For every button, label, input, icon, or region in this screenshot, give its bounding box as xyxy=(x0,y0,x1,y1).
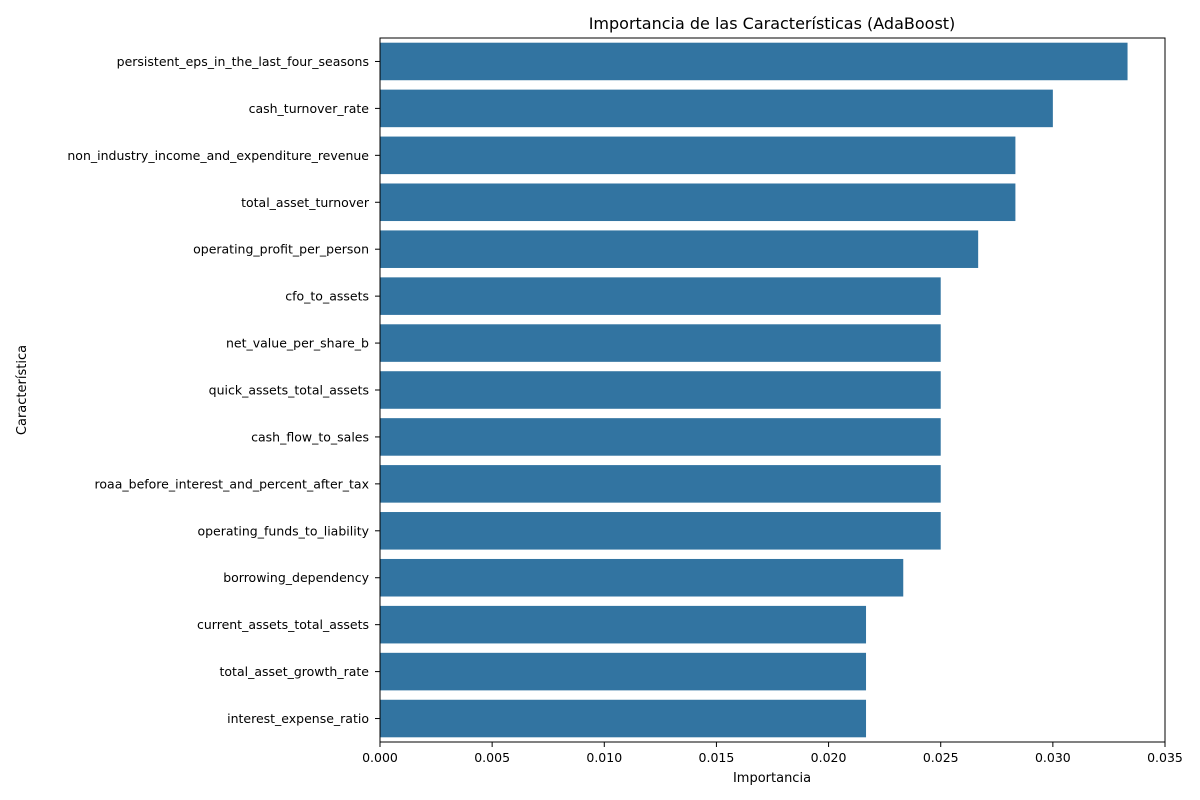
bar xyxy=(380,183,1016,222)
x-axis-label: Importancia xyxy=(733,771,811,786)
y-tick-label: borrowing_dependency xyxy=(223,570,369,585)
x-ticks-group: 0.000 0.005 0.010 0.015 0.020 0.025 0.030 0.035 xyxy=(362,742,1183,765)
bar xyxy=(380,418,941,456)
bar xyxy=(380,371,941,409)
y-tick-label: cash_flow_to_sales xyxy=(251,429,369,444)
y-ticks-group: persistent_eps_in_the_last_four_seasonsc… xyxy=(67,54,380,726)
x-tick-label: 0.015 xyxy=(699,750,735,765)
bar xyxy=(380,558,904,597)
bar xyxy=(380,277,941,315)
y-tick-label: cfo_to_assets xyxy=(285,289,369,304)
bar xyxy=(380,42,1128,81)
bar xyxy=(380,324,941,362)
chart-title: Importancia de las Características (AdaB… xyxy=(589,14,956,33)
y-tick-label: operating_funds_to_liability xyxy=(197,523,369,538)
y-tick-label: non_industry_income_and_expenditure_reve… xyxy=(67,148,369,163)
x-tick-label: 0.035 xyxy=(1147,750,1183,765)
y-axis-label: Característica xyxy=(15,345,30,435)
x-tick-label: 0.010 xyxy=(586,750,622,765)
y-tick-label: total_asset_growth_rate xyxy=(220,664,370,679)
bar xyxy=(380,652,867,691)
x-tick-label: 0.030 xyxy=(1035,750,1071,765)
y-tick-label: current_assets_total_assets xyxy=(197,617,369,632)
plot-frame xyxy=(379,37,1166,743)
y-tick-label: net_value_per_share_b xyxy=(226,336,369,351)
bar xyxy=(380,136,1016,175)
y-tick-label: persistent_eps_in_the_last_four_seasons xyxy=(117,54,369,69)
bar xyxy=(380,605,867,644)
y-tick-label: total_asset_turnover xyxy=(241,195,370,210)
bar xyxy=(380,465,941,503)
y-tick-label: quick_assets_total_assets xyxy=(209,383,369,398)
bars-group xyxy=(380,42,1128,738)
y-tick-label: roaa_before_interest_and_percent_after_t… xyxy=(95,476,369,491)
y-tick-label: operating_profit_per_person xyxy=(193,242,369,257)
x-tick-label: 0.000 xyxy=(362,750,398,765)
bar xyxy=(380,512,941,550)
bar xyxy=(380,230,979,268)
x-tick-label: 0.005 xyxy=(474,750,510,765)
x-tick-label: 0.020 xyxy=(811,750,847,765)
bar xyxy=(380,89,1053,128)
y-tick-label: interest_expense_ratio xyxy=(227,711,369,726)
y-tick-label: cash_turnover_rate xyxy=(249,101,370,116)
x-tick-label: 0.025 xyxy=(923,750,959,765)
bar xyxy=(380,699,867,738)
